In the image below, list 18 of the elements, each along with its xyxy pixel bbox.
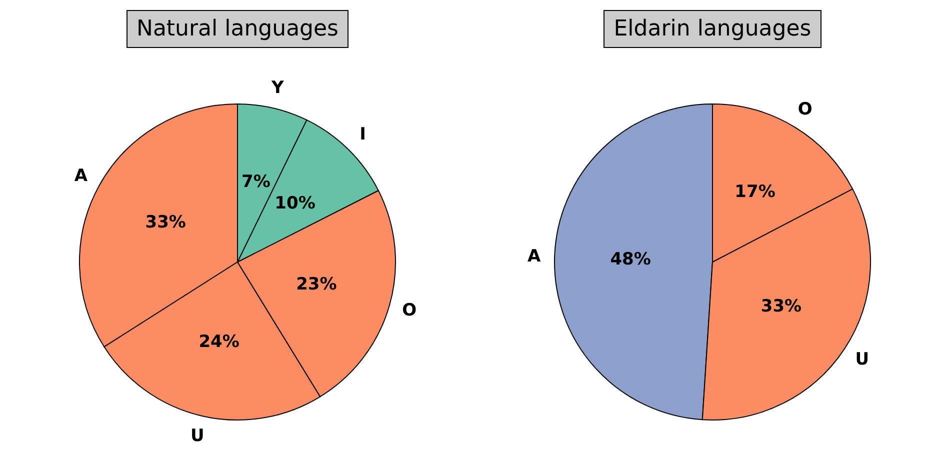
- data-label: 33%: [760, 296, 802, 317]
- slice-label: Y: [270, 78, 284, 98]
- chart-title: Natural languages: [136, 16, 339, 42]
- data-label: 7%: [241, 172, 270, 192]
- slice-label: A: [74, 166, 88, 186]
- data-label: 23%: [296, 274, 337, 294]
- data-label: 48%: [610, 249, 651, 270]
- slice-label: O: [402, 300, 417, 321]
- slice-label: U: [855, 349, 870, 370]
- slice-label: U: [190, 426, 204, 446]
- slice-label: I: [360, 124, 366, 145]
- slice-label: O: [798, 99, 812, 120]
- slice-label: A: [527, 246, 542, 266]
- data-label: 33%: [145, 212, 186, 233]
- chart-title: Eldarin languages: [614, 16, 812, 42]
- data-label: 17%: [734, 182, 776, 202]
- data-label: 10%: [274, 194, 316, 214]
- data-label: 24%: [198, 332, 240, 352]
